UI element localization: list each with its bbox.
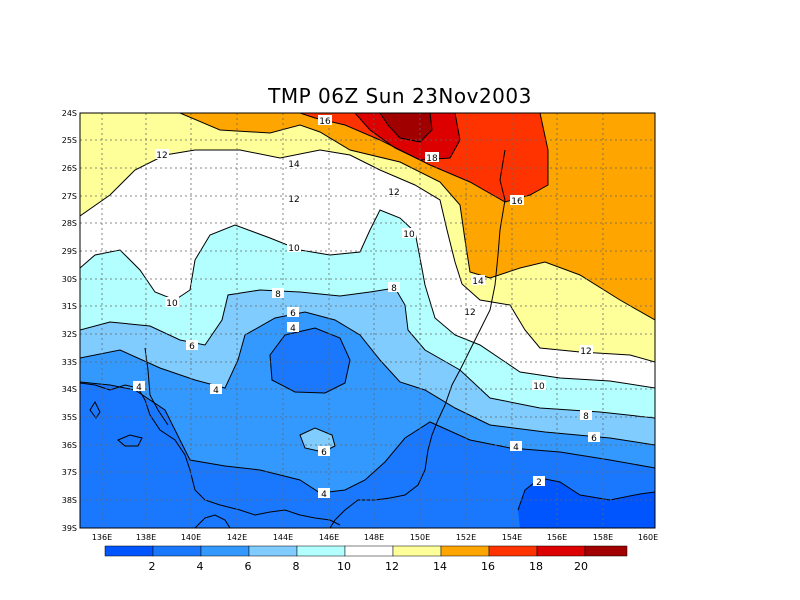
colorbar-swatch	[392, 545, 442, 557]
colorbar-label: 20	[574, 560, 588, 573]
contour-lines	[80, 113, 655, 511]
lon-tick-label: 138E	[136, 533, 156, 542]
lat-tick-label: 35S	[62, 413, 77, 422]
lat-tick-label: 34S	[62, 385, 77, 394]
band-2-4-south	[80, 382, 655, 528]
contour-label: 12	[288, 195, 299, 205]
colorbar-swatch	[152, 545, 202, 557]
contour-label: 6	[321, 448, 327, 458]
band-below-2	[518, 478, 655, 528]
contour-label: 16	[511, 197, 523, 207]
lon-tick-label: 154E	[502, 533, 522, 542]
lon-tick-label: 144E	[273, 533, 293, 542]
lon-tick-label: 158E	[593, 533, 613, 542]
lat-tick-label: 39S	[62, 524, 77, 533]
contour-label: 4	[136, 383, 142, 393]
lon-tick-label: 146E	[319, 533, 339, 542]
contour-label: 6	[591, 434, 597, 444]
contour-label: 10	[533, 382, 545, 392]
contour-label: 10	[403, 230, 415, 240]
colorbar-swatch	[200, 545, 250, 557]
colorbar-label: 8	[293, 560, 300, 573]
lat-tick-label: 27S	[62, 192, 77, 201]
colorbar-label: 4	[197, 560, 204, 573]
coastline	[80, 149, 506, 528]
colorbar-label: 6	[245, 560, 252, 573]
contour-label: 2	[536, 478, 542, 488]
contour-label: 4	[290, 324, 296, 334]
lat-axis: 24S 25S 26S 27S 28S 29S 30S 31S 32S 33S …	[62, 109, 77, 533]
colorbar-swatch	[296, 545, 346, 557]
lat-tick-label: 26S	[62, 164, 77, 173]
contour-label: 14	[472, 277, 484, 287]
colorbar-label: 14	[433, 560, 447, 573]
map-title: TMP 06Z Sun 23Nov2003	[268, 84, 532, 108]
lon-tick-label: 140E	[181, 533, 201, 542]
contour-label: 14	[288, 160, 300, 170]
contour-label: 18	[426, 154, 438, 164]
colorbar-label: 12	[385, 560, 399, 573]
lon-tick-label: 152E	[456, 533, 476, 542]
contour-label: 16	[319, 117, 331, 127]
colorbar-label: 16	[481, 560, 495, 573]
colorbar-swatch	[584, 545, 628, 557]
lat-tick-label: 31S	[62, 302, 77, 311]
band-20-plus	[380, 113, 432, 142]
colorbar-boxes	[104, 545, 628, 557]
colorbar: 2 4 6 8 10 12 14 16 18 20	[104, 545, 628, 573]
contour-label: 6	[189, 342, 195, 352]
colorbar-labels: 2 4 6 8 10 12 14 16 18 20	[149, 560, 589, 573]
lat-tick-label: 28S	[62, 219, 77, 228]
lon-tick-label: 156E	[547, 533, 567, 542]
lat-tick-label: 24S	[62, 109, 77, 118]
lat-tick-label: 33S	[62, 358, 77, 367]
colorbar-label: 2	[149, 560, 156, 573]
contour-label: 8	[583, 412, 589, 422]
lat-tick-label: 30S	[62, 275, 77, 284]
contour-label: 12	[464, 308, 475, 318]
lon-tick-label: 136E	[92, 533, 112, 542]
contour-label: 4	[513, 443, 519, 453]
colorbar-swatch	[104, 545, 154, 557]
plot-frame	[79, 112, 656, 529]
contour-label: 4	[213, 386, 219, 396]
contour-label: 10	[288, 244, 300, 254]
lon-tick-label: 160E	[638, 533, 658, 542]
contour-label-group: 16 18 16 14 12 12 12 10 10 10 8 8 6 6 4 …	[133, 115, 600, 500]
shaded-contours	[80, 113, 655, 528]
colorbar-swatch	[344, 545, 394, 557]
contour-label: 10	[166, 299, 178, 309]
lat-tick-label: 37S	[62, 468, 77, 477]
lat-tick-label: 36S	[62, 441, 77, 450]
grid-lines	[80, 113, 655, 528]
contour-label: 4	[321, 490, 327, 500]
lat-tick-label: 29S	[62, 247, 77, 256]
contour-label: 12	[580, 347, 591, 357]
colorbar-label: 18	[529, 560, 543, 573]
contour-label: 12	[388, 188, 399, 198]
lon-tick-label: 148E	[364, 533, 384, 542]
contour-label: 8	[391, 284, 397, 294]
colorbar-label: 10	[337, 560, 351, 573]
lon-axis: 136E 138E 140E 142E 144E 146E 148E 150E …	[92, 533, 658, 542]
lat-tick-label: 32S	[62, 330, 77, 339]
band-2-4-core	[270, 328, 350, 393]
lat-tick-label: 25S	[62, 136, 77, 145]
lat-tick-label: 38S	[62, 496, 77, 505]
colorbar-swatch	[440, 545, 490, 557]
lon-tick-label: 150E	[410, 533, 430, 542]
colorbar-swatch	[488, 545, 538, 557]
lon-tick-label: 142E	[227, 533, 247, 542]
colorbar-swatch	[536, 545, 586, 557]
contour-label: 12	[156, 151, 167, 161]
contour-label: 6	[290, 309, 296, 319]
contour-label: 8	[275, 290, 281, 300]
colorbar-swatch	[248, 545, 298, 557]
